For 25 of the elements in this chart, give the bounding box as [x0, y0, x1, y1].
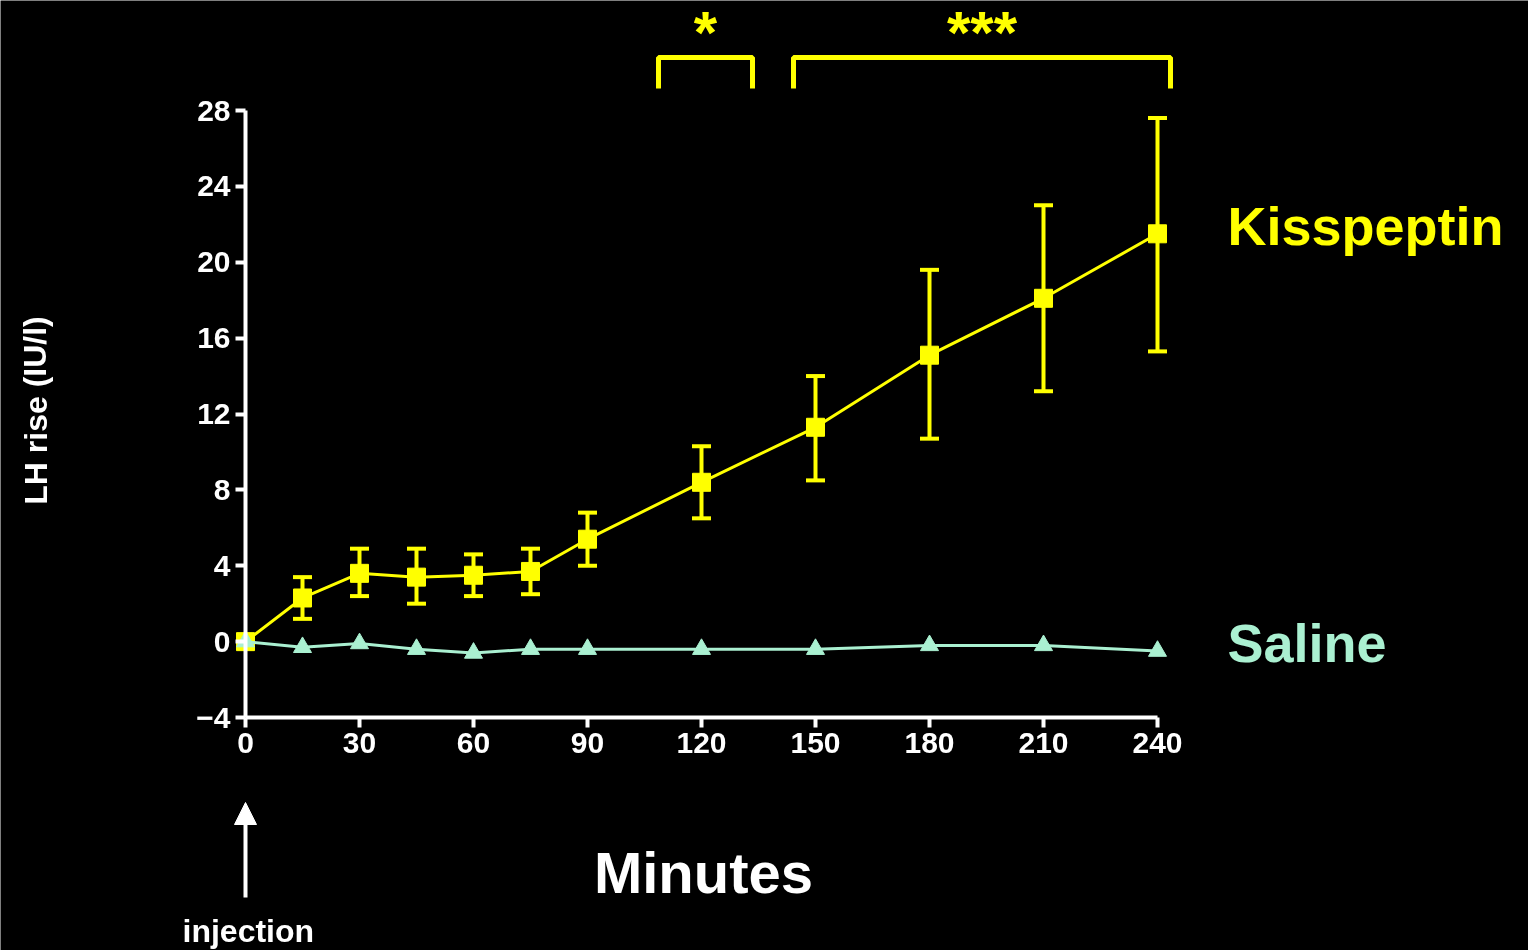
series-label: Kisspeptin: [1227, 195, 1504, 256]
text: injection: [182, 912, 315, 949]
y-tick-label: 0: [213, 624, 231, 658]
x-tick-label: 210: [1018, 725, 1069, 759]
text: ***: [946, 0, 1018, 66]
x-tick-label: 180: [904, 725, 955, 759]
x-axis-title: Minutes: [593, 840, 814, 905]
y-tick-label: 16: [197, 321, 231, 355]
x-tick-label: 120: [676, 725, 727, 759]
y-tick-label: 24: [197, 169, 231, 203]
y-axis-title: LH rise (IU/l): [17, 316, 54, 505]
x-tick-label: 90: [570, 725, 605, 759]
x-tick-label: 240: [1132, 725, 1183, 759]
y-tick-label: 8: [213, 472, 231, 506]
x-tick-label: 150: [790, 725, 841, 759]
x-tick-label: 0: [237, 725, 254, 759]
y-tick-label: −4: [196, 700, 231, 734]
x-tick-label: 60: [456, 725, 491, 759]
x-tick-label: 30: [342, 725, 377, 759]
text: *: [693, 0, 718, 66]
y-tick-label: 4: [213, 548, 231, 582]
y-tick-label: 12: [197, 397, 231, 430]
series-label: Saline: [1227, 613, 1387, 674]
y-tick-label: 20: [197, 245, 231, 279]
y-tick-label: 28: [197, 93, 231, 127]
